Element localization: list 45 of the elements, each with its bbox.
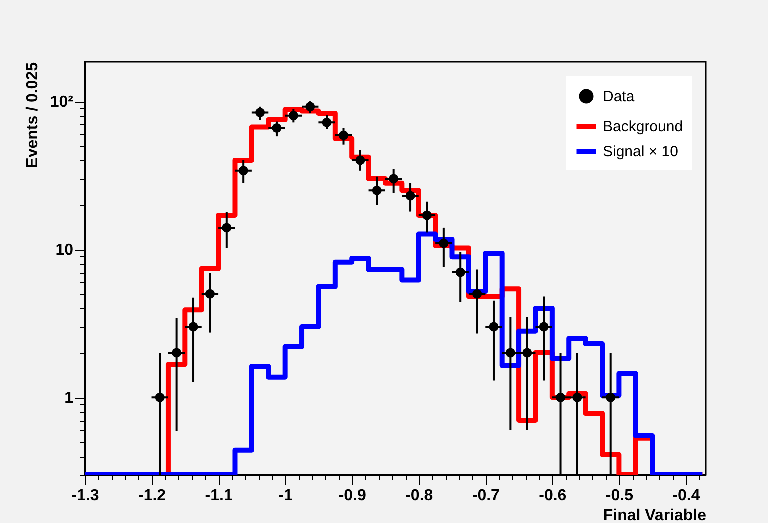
y-axis-title: Events / 0.025 bbox=[24, 62, 42, 168]
legend-label: Data bbox=[603, 88, 636, 106]
point bbox=[322, 118, 332, 128]
legend-label: Background bbox=[603, 118, 684, 136]
point bbox=[188, 322, 198, 332]
x-tick-label: -0.4 bbox=[672, 488, 700, 504]
legend-label: Signal × 10 bbox=[603, 144, 678, 160]
point bbox=[272, 124, 282, 133]
point bbox=[205, 289, 215, 299]
point bbox=[372, 186, 382, 196]
point bbox=[606, 392, 616, 402]
y-tick-label: 1 bbox=[64, 390, 74, 408]
point bbox=[238, 166, 248, 176]
x-axis-title: Final Variable bbox=[603, 508, 707, 523]
point bbox=[522, 348, 532, 358]
y-tick-label: 10² bbox=[50, 94, 74, 112]
x-tick-label: -0.9 bbox=[338, 488, 366, 504]
y-tick-label: 10 bbox=[56, 242, 74, 260]
x-tick-label: -0.5 bbox=[606, 488, 634, 504]
point bbox=[222, 223, 232, 233]
x-tick-label: -1.2 bbox=[138, 488, 166, 504]
point bbox=[572, 392, 582, 402]
point bbox=[506, 348, 516, 358]
x-tick-label: -0.6 bbox=[539, 488, 567, 504]
x-tick-label: -1.1 bbox=[205, 488, 233, 504]
point bbox=[406, 191, 416, 201]
x-tick-label: -1.3 bbox=[72, 488, 100, 504]
x-tick-label: -0.8 bbox=[406, 488, 434, 504]
point bbox=[539, 322, 549, 332]
point bbox=[339, 130, 348, 140]
point bbox=[556, 392, 566, 402]
point bbox=[306, 102, 316, 112]
point bbox=[288, 111, 298, 121]
point bbox=[155, 392, 165, 402]
point bbox=[456, 268, 466, 278]
point bbox=[389, 174, 399, 184]
point bbox=[489, 322, 499, 332]
point bbox=[422, 210, 432, 220]
point bbox=[172, 348, 182, 358]
point bbox=[356, 156, 366, 166]
point bbox=[439, 238, 449, 248]
point bbox=[472, 289, 482, 299]
point bbox=[256, 108, 266, 118]
x-tick-label: -1 bbox=[278, 488, 294, 504]
x-tick-label: -0.7 bbox=[472, 488, 500, 504]
